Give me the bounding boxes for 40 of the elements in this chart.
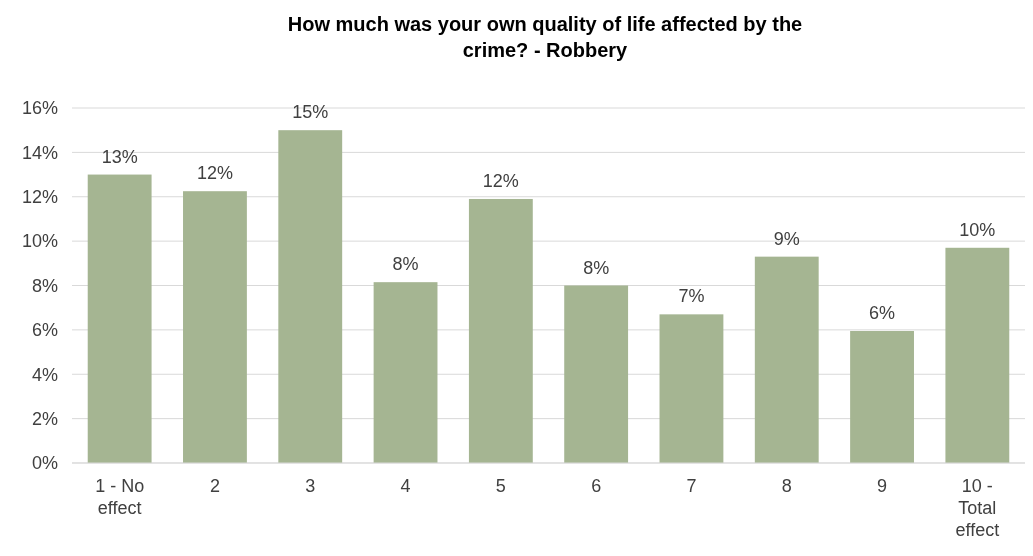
- data-label: 12%: [196, 163, 233, 184]
- y-tick-label: 2%: [31, 408, 58, 429]
- bar: [659, 314, 724, 463]
- data-label: 13%: [101, 146, 138, 167]
- data-label: 12%: [482, 170, 519, 191]
- x-tick-label: 8: [781, 476, 792, 496]
- x-tick-label: 4: [400, 476, 411, 496]
- data-label: 6%: [869, 302, 896, 323]
- x-tick-label: 7: [686, 476, 697, 496]
- y-tick-label: 0%: [31, 453, 58, 474]
- bar: [87, 174, 152, 463]
- bar: [564, 285, 629, 463]
- data-label: 9%: [773, 228, 800, 249]
- bar: [373, 282, 438, 463]
- x-tick-label: 2: [209, 476, 220, 496]
- x-tick-label: 6: [591, 476, 602, 496]
- x-tick-label: 5: [495, 476, 506, 496]
- bar: [850, 330, 914, 463]
- x-tick-label: 9: [877, 476, 888, 496]
- x-tick-label: 1 - No effect: [95, 476, 145, 518]
- data-label: 7%: [678, 286, 705, 307]
- bar: [278, 130, 343, 463]
- x-tick-label: 10 - Total effect: [955, 476, 1000, 540]
- y-tick-label: 12%: [21, 187, 58, 208]
- bar: [183, 191, 247, 463]
- data-label: 15%: [292, 102, 329, 123]
- bar: [468, 198, 533, 463]
- data-label: 8%: [583, 257, 610, 278]
- y-tick-label: 10%: [21, 231, 58, 252]
- y-tick-label: 4%: [31, 364, 58, 385]
- data-label: 10%: [959, 219, 996, 240]
- bar: [945, 247, 1010, 463]
- y-tick-label: 6%: [31, 320, 58, 341]
- y-tick-label: 14%: [21, 142, 58, 163]
- bar: [754, 256, 819, 463]
- x-tick-label: 3: [305, 476, 316, 496]
- data-label: 8%: [392, 254, 419, 275]
- y-tick-label: 16%: [21, 98, 58, 119]
- y-tick-label: 8%: [31, 275, 58, 296]
- chart-title: How much was your own quality of life affected by the crime? - Robbery: [287, 13, 803, 61]
